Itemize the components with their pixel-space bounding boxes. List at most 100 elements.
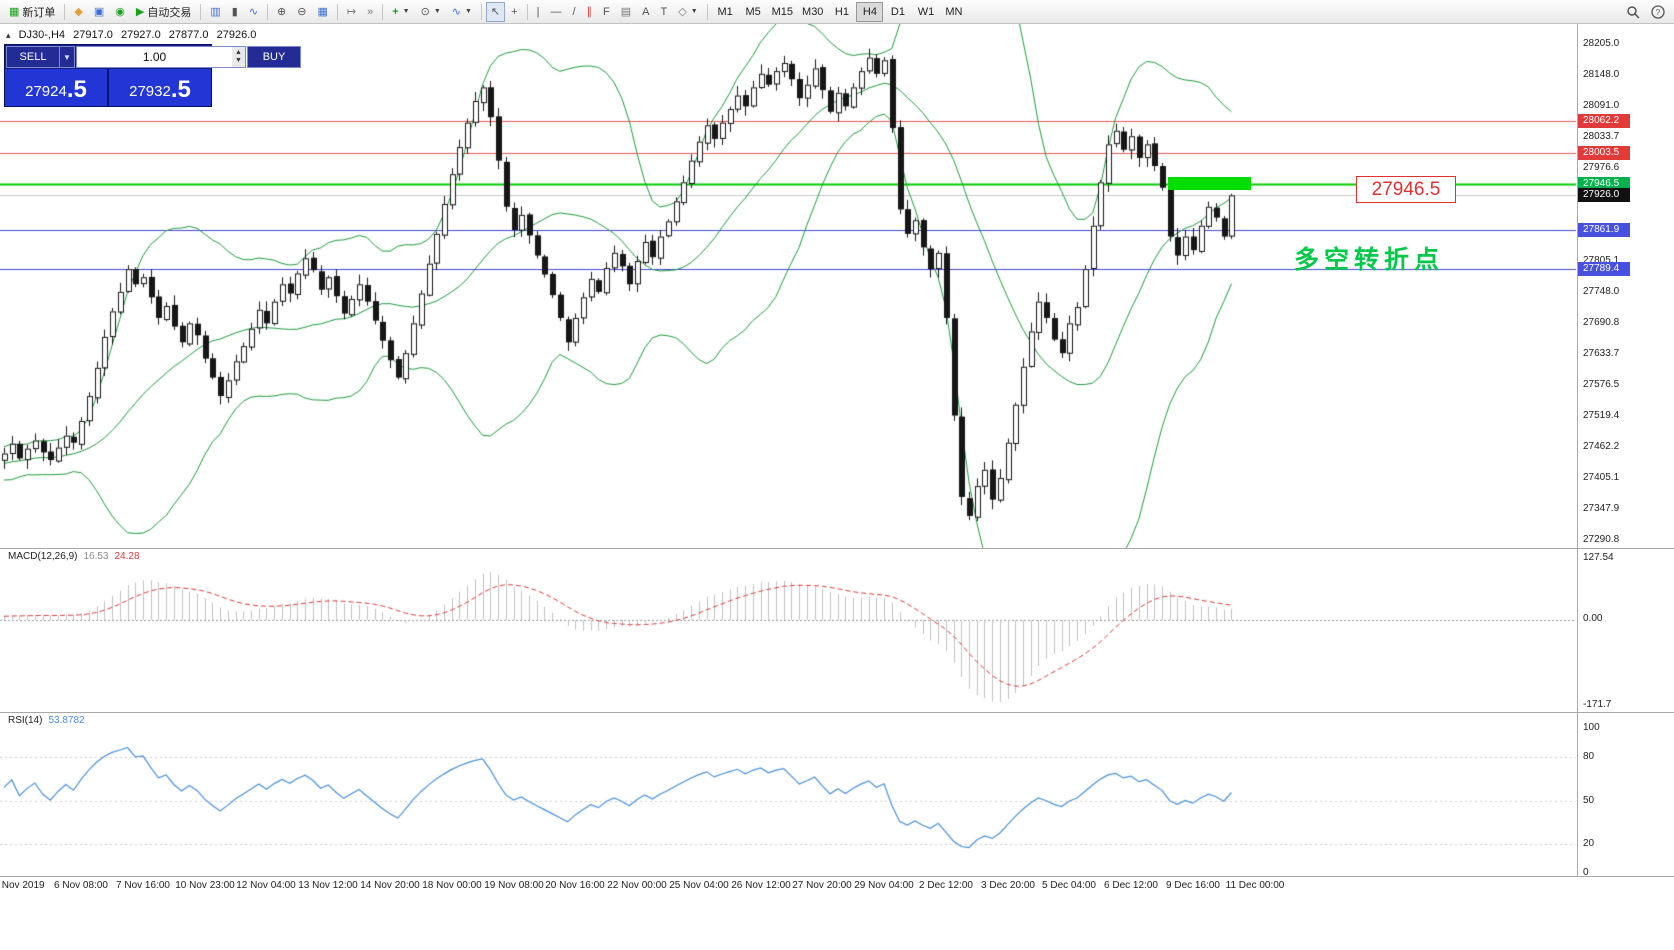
vertical-line-tool-button[interactable]: | (532, 2, 545, 22)
text-tool-button[interactable]: A (637, 2, 654, 22)
metaeditor-button[interactable]: ◆ (69, 2, 87, 22)
price-tick-label: 27519.4 (1583, 410, 1620, 421)
bar-high-value: 27927.0 (120, 29, 161, 41)
periods-button[interactable]: ⊙ ▼ (416, 2, 446, 22)
auto-scroll-icon: ↦ (346, 6, 357, 18)
time-axis-separator (0, 876, 1674, 877)
price-main: 27932 (129, 83, 171, 101)
one-click-trading-panel: SELL ▼ ▲ ▼ BUY 27924.5 27932.5 (4, 44, 301, 107)
highlight-rectangle[interactable] (1168, 177, 1251, 190)
time-label: 9 Dec 16:00 (1166, 880, 1220, 891)
time-axis[interactable]: 5 Nov 2019 6 Nov 08:00 7 Nov 16:00 10 Nov 2… (0, 877, 1674, 895)
macd-name: MACD(12,26,9) (8, 551, 78, 562)
chevron-down-icon: ▼ (464, 8, 472, 15)
volume-input[interactable] (77, 47, 232, 67)
price-note-text: 27946.5 (1371, 178, 1441, 200)
timeframe-d1[interactable]: D1 (884, 2, 911, 22)
chevron-down-icon: ▼ (690, 8, 698, 15)
tile-windows-icon: ▦ (317, 6, 328, 18)
label-tool-button[interactable]: T (655, 2, 672, 22)
rsi-axis-label: 100 (1583, 722, 1600, 733)
timeframe-m5[interactable]: M5 (740, 2, 767, 22)
cursor-arrow-icon: ↖ (490, 6, 501, 18)
template-wave-icon: ∿ (451, 6, 461, 18)
timeframe-mn[interactable]: MN (940, 2, 967, 22)
crosshair-tool-button[interactable]: + (506, 2, 522, 22)
volume-down-button[interactable]: ▼ (235, 57, 242, 64)
profiles-button[interactable]: ▣ (89, 2, 109, 22)
templates-button[interactable]: ∿ ▼ (447, 2, 477, 22)
time-label: 5 Dec 04:00 (1042, 880, 1096, 891)
price-badge: 27861.9 (1578, 223, 1630, 237)
time-label: 7 Nov 16:00 (116, 880, 170, 891)
time-label: 5 Nov 2019 (0, 880, 45, 891)
chart-shift-button[interactable]: » (362, 2, 378, 22)
candlestick-chart-button[interactable]: ▮ (227, 2, 243, 22)
timeframe-h1[interactable]: H1 (828, 2, 855, 22)
macd-axis-max: 127.54 (1583, 552, 1614, 563)
timeframe-m15[interactable]: M15 (768, 2, 797, 22)
channel-tool-button[interactable]: ∥ (582, 2, 598, 22)
timeframe-m1[interactable]: M1 (712, 2, 739, 22)
chevron-down-icon: ▼ (402, 8, 410, 15)
fibonacci-tool-button[interactable]: F (598, 2, 615, 22)
buy-price[interactable]: 27932.5 (107, 69, 211, 106)
new-order-label: 新订单 (22, 6, 56, 19)
price-tick-label: 27405.1 (1583, 472, 1620, 483)
volume-up-button[interactable]: ▲ (235, 49, 242, 56)
channel-icon: ∥ (586, 6, 593, 18)
new-order-button[interactable]: ▦ 新订单 (4, 2, 60, 22)
indicators-button[interactable]: + ▼ (387, 2, 414, 22)
time-label: 29 Nov 04:00 (854, 880, 914, 891)
price-tick-label: 28148.0 (1583, 69, 1620, 80)
shapes-tool-button[interactable]: ◇ ▼ (673, 2, 702, 22)
sell-button[interactable]: SELL (6, 46, 60, 68)
price-badge: 27789.4 (1578, 262, 1630, 276)
timeframe-h4[interactable]: H4 (856, 1, 884, 22)
pane-separator-macd[interactable] (0, 548, 1674, 549)
rsi-axis-label: 0 (1583, 867, 1589, 878)
grid-tool-button[interactable]: ▤ (616, 2, 636, 22)
volume-box: ▲ ▼ (76, 46, 246, 68)
clock-icon: ⊙ (420, 6, 430, 18)
time-label: 6 Dec 12:00 (1104, 880, 1158, 891)
toolbar-divider (706, 3, 708, 20)
bar-open-value: 27917.0 (73, 29, 113, 41)
tile-windows-button[interactable]: ▦ (312, 2, 332, 22)
zoom-out-button[interactable]: ⊖ (292, 2, 311, 22)
price-note-box[interactable]: 27946.5 (1356, 176, 1456, 203)
rsi-label: RSI(14) 53.8782 (8, 715, 85, 726)
bar-low-value: 27877.0 (168, 29, 209, 41)
horizontal-line-tool-button[interactable]: — (545, 2, 566, 22)
text-label-icon: T (660, 5, 668, 18)
price-tick-label: 27805.1 (1583, 255, 1620, 266)
price-chart-canvas[interactable] (0, 24, 1674, 950)
buy-button[interactable]: BUY (247, 46, 301, 68)
zoom-in-button[interactable]: ⊕ (272, 2, 291, 22)
timeframe-m30[interactable]: M30 (798, 2, 827, 22)
autotrading-button[interactable]: ▶ 自动交易 (131, 2, 196, 22)
bar-close-value: 27926.0 (216, 29, 257, 41)
turning-point-note[interactable]: 多空转折点 (1294, 246, 1445, 274)
search-button[interactable] (1621, 2, 1645, 22)
text-icon: A (642, 5, 650, 18)
sell-price[interactable]: 27924.5 (5, 69, 107, 106)
timeframe-w1[interactable]: W1 (912, 2, 939, 22)
price-badge: 27926.0 (1578, 188, 1630, 202)
help-button[interactable]: ? (1646, 2, 1670, 22)
timeframe-group: M1 M5 M15 M30 H1 H4 D1 W1 MN (712, 1, 968, 22)
shapes-icon: ◇ (678, 6, 687, 18)
order-type-dropdown[interactable]: ▼ (60, 46, 75, 68)
auto-scroll-button[interactable]: ↦ (342, 2, 361, 22)
pane-separator-rsi[interactable] (0, 712, 1674, 713)
cursor-tool-button[interactable]: ↖ (485, 1, 506, 22)
trendline-tool-button[interactable]: / (567, 2, 580, 22)
price-tick-label: 27347.9 (1583, 503, 1620, 514)
data-window-button[interactable]: ◉ (110, 2, 130, 22)
price-badge: 28062.2 (1578, 114, 1630, 128)
bar-chart-button[interactable]: ▥ (205, 2, 225, 22)
macd-value-2: 24.28 (114, 551, 140, 562)
collapse-arrow-icon[interactable]: ▴ (6, 30, 11, 40)
line-chart-button[interactable]: ∿ (244, 2, 263, 22)
horizontal-line-icon: — (550, 5, 562, 18)
